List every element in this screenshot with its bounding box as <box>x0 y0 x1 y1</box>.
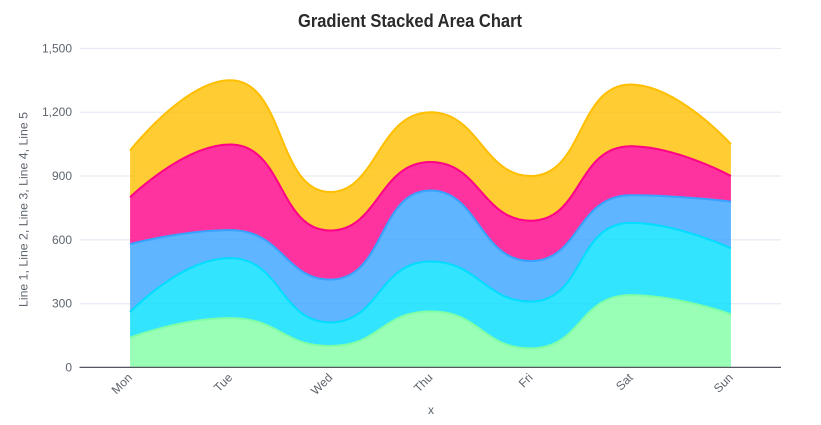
svg-text:x: x <box>428 403 434 417</box>
svg-text:900: 900 <box>52 169 72 183</box>
svg-text:600: 600 <box>52 233 72 247</box>
svg-text:1,500: 1,500 <box>42 41 72 55</box>
svg-text:0: 0 <box>65 361 72 375</box>
svg-text:1,200: 1,200 <box>42 105 72 119</box>
svg-text:Gradient Stacked Area Chart: Gradient Stacked Area Chart <box>298 11 522 31</box>
svg-text:300: 300 <box>52 297 72 311</box>
svg-text:Line 1, Line 2, Line 3, Line 4: Line 1, Line 2, Line 3, Line 4, Line 5 <box>17 112 31 307</box>
